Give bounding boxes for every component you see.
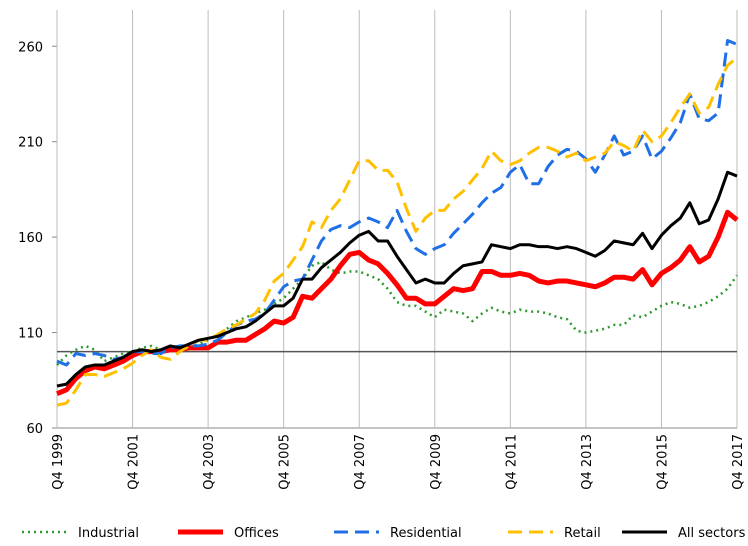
x-tick-label: Q4 2015 xyxy=(655,434,670,490)
series-line xyxy=(56,209,739,396)
y-tick-label: 160 xyxy=(18,231,43,246)
x-tick-label: Q4 2007 xyxy=(353,434,368,490)
x-tick-label: Q4 2009 xyxy=(429,434,444,490)
legend-label: All sectors xyxy=(678,526,746,541)
y-tick-label: 60 xyxy=(26,422,43,437)
legend-label: Offices xyxy=(234,526,279,541)
legend-label: Residential xyxy=(390,526,462,541)
legend-label: Industrial xyxy=(78,526,139,541)
x-tick-label: Q4 2001 xyxy=(127,434,142,490)
x-tick-label: Q4 2011 xyxy=(504,434,519,490)
x-tick-label: Q4 2017 xyxy=(731,434,746,490)
x-tick-label: Q4 2005 xyxy=(278,434,293,490)
x-tick-label: Q4 1999 xyxy=(51,434,66,490)
series-line xyxy=(56,39,738,367)
x-tick-label: Q4 2013 xyxy=(580,434,595,490)
y-tick-label: 210 xyxy=(18,136,43,151)
y-tick-label: 260 xyxy=(18,40,43,55)
legend-label: Retail xyxy=(564,526,601,541)
series-line xyxy=(56,170,738,388)
series-line xyxy=(56,56,738,407)
y-tick-label: 110 xyxy=(18,327,43,342)
x-tick-label: Q4 2003 xyxy=(202,434,217,490)
